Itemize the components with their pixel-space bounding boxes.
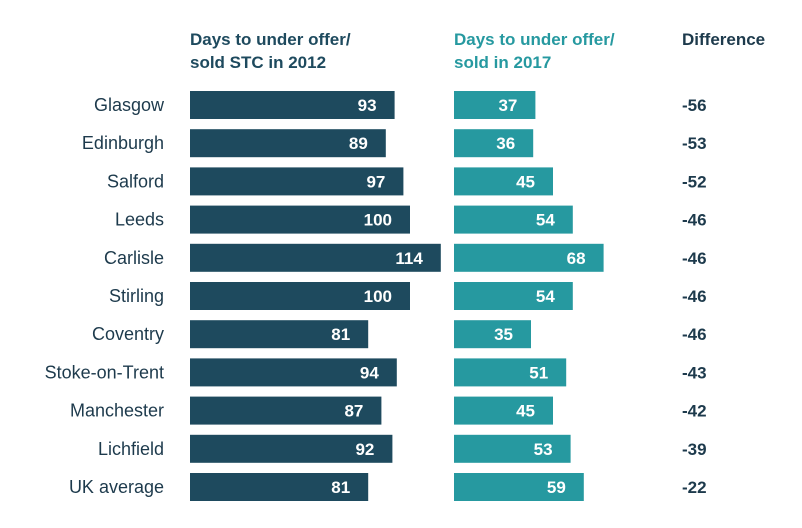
bar-2012: [190, 320, 369, 349]
chart-row: Manchester 87 45 -42: [70, 396, 707, 425]
bar-2017: [454, 243, 604, 272]
header-difference: Difference: [682, 30, 765, 49]
value-label-2012: 87: [344, 402, 363, 421]
bar-2012: [190, 282, 410, 310]
value-label-2012: 92: [355, 440, 374, 459]
category-label: Leeds: [115, 210, 164, 230]
bar-2017: [454, 320, 531, 349]
value-label-2017: 36: [496, 134, 515, 153]
header-2012-line2: sold STC in 2012: [190, 53, 326, 72]
header-2012-line1: Days to under offer/: [190, 30, 351, 49]
difference-value: -46: [682, 249, 707, 268]
bar-2012: [190, 396, 382, 425]
bar-2017: [454, 396, 553, 425]
category-label: Stoke-on-Trent: [45, 362, 164, 382]
bar-2017: [454, 129, 534, 158]
category-label: Manchester: [70, 401, 164, 421]
category-label: Carlisle: [104, 248, 164, 268]
value-label-2012: 81: [331, 325, 350, 344]
difference-value: -43: [682, 363, 707, 382]
bar-2017: [454, 473, 584, 501]
chart-row: UK average 81 59 -22: [69, 473, 707, 501]
difference-value: -46: [682, 211, 707, 230]
bar-2012: [190, 243, 441, 272]
bar-2017: [454, 205, 573, 234]
bar-2012: [190, 129, 386, 158]
difference-value: -39: [682, 440, 707, 459]
chart-row: Stirling 100 54 -46: [109, 282, 707, 310]
value-label-2012: 97: [366, 172, 385, 191]
value-label-2017: 68: [567, 249, 586, 268]
value-label-2012: 81: [331, 478, 350, 497]
value-label-2017: 54: [536, 211, 555, 230]
category-label: Stirling: [109, 286, 164, 306]
value-label-2012: 100: [364, 287, 392, 306]
bar-2012: [190, 434, 393, 463]
bar-2017: [454, 358, 567, 387]
bar-2012: [190, 167, 404, 196]
chart-row: Stoke-on-Trent 94 51 -43: [45, 358, 707, 387]
bar-2017: [454, 167, 553, 196]
value-label-2012: 100: [364, 211, 392, 230]
difference-value: -53: [682, 134, 707, 153]
chart-row: Glasgow 93 37 -56: [94, 91, 707, 119]
category-label: Lichfield: [98, 439, 164, 459]
header-2017: Days to under offer/ sold in 2017: [454, 30, 615, 72]
value-label-2017: 37: [498, 96, 517, 115]
header-2012: Days to under offer/ sold STC in 2012: [190, 30, 351, 72]
category-label: Salford: [107, 171, 164, 191]
value-label-2017: 59: [547, 478, 566, 497]
header-2017-line1: Days to under offer/: [454, 30, 615, 49]
value-label-2017: 51: [529, 363, 548, 382]
value-label-2012: 94: [360, 363, 379, 382]
difference-value: -56: [682, 96, 707, 115]
category-label: Edinburgh: [82, 133, 164, 153]
difference-value: -22: [682, 478, 707, 497]
chart-row: Salford 97 45 -52: [107, 167, 707, 196]
value-label-2012: 114: [395, 249, 423, 268]
chart-row: Carlisle 114 68 -46: [104, 243, 707, 272]
value-label-2012: 89: [349, 134, 368, 153]
difference-value: -46: [682, 287, 707, 306]
chart-row: Coventry 81 35 -46: [92, 320, 707, 349]
value-label-2012: 93: [358, 96, 377, 115]
bar-2017: [454, 434, 571, 463]
chart-rows: Glasgow 93 37 -56 Edinburgh 89 36 -53 Salford 97 4…: [45, 91, 707, 501]
bar-2012: [190, 358, 397, 387]
value-label-2017: 35: [494, 325, 513, 344]
bar-2012: [190, 473, 369, 501]
category-label: Coventry: [92, 324, 164, 344]
chart-row: Leeds 100 54 -46: [115, 205, 707, 234]
bar-2017: [454, 282, 573, 310]
bar-2017: [454, 91, 536, 119]
category-label: UK average: [69, 477, 164, 497]
value-label-2017: 53: [534, 440, 553, 459]
difference-value: -42: [682, 402, 707, 421]
value-label-2017: 45: [516, 402, 535, 421]
header-2017-line2: sold in 2017: [454, 53, 551, 72]
bar-2012: [190, 205, 410, 234]
chart-row: Lichfield 92 53 -39: [98, 434, 707, 463]
category-label: Glasgow: [94, 95, 165, 115]
chart-row: Edinburgh 89 36 -53: [82, 129, 707, 158]
difference-value: -52: [682, 172, 707, 191]
bar-2012: [190, 91, 395, 119]
value-label-2017: 54: [536, 287, 555, 306]
value-label-2017: 45: [516, 172, 535, 191]
difference-value: -46: [682, 325, 707, 344]
